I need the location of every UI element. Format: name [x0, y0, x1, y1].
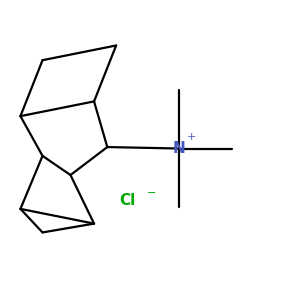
- Text: −: −: [147, 188, 156, 198]
- Text: +: +: [187, 132, 196, 142]
- Text: N: N: [173, 141, 186, 156]
- Text: Cl: Cl: [119, 193, 135, 208]
